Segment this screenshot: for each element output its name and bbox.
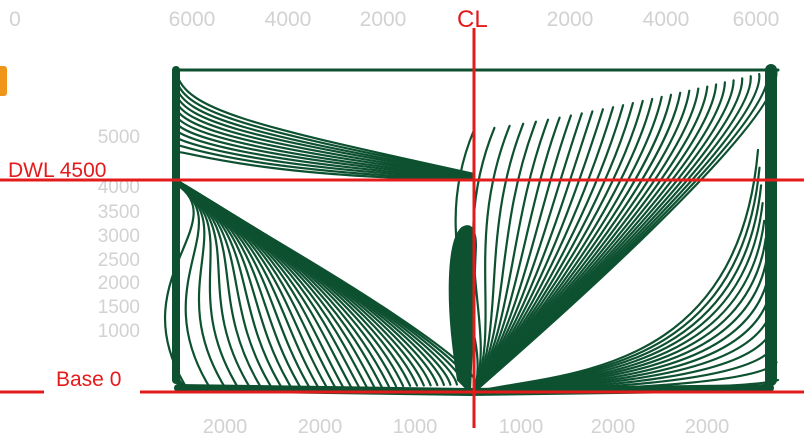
forward-bilge-curve bbox=[472, 148, 760, 394]
aft-sheer-curve bbox=[174, 114, 476, 179]
left-tick-5: 2000 bbox=[97, 273, 140, 294]
forward-station-curve bbox=[472, 116, 561, 394]
body-plan-diagram bbox=[0, 28, 804, 428]
hull-outline bbox=[172, 64, 780, 397]
aft-sheer-curve bbox=[174, 150, 476, 182]
aft-sheer-curve bbox=[174, 92, 476, 177]
aft-sheer-curve bbox=[174, 85, 476, 177]
aft-station-curves bbox=[164, 70, 478, 392]
aft-station-curve bbox=[174, 181, 241, 391]
forward-station-curve bbox=[472, 112, 583, 394]
top-tick-4: 2000 bbox=[546, 8, 594, 31]
left-tick-3: 3000 bbox=[97, 226, 140, 247]
orange-accent-mark bbox=[0, 66, 7, 96]
top-tick-5: 4000 bbox=[642, 8, 690, 31]
forward-station-curve bbox=[472, 110, 594, 394]
top-tick-6: 6000 bbox=[732, 8, 780, 31]
skeg-shape bbox=[448, 225, 478, 395]
aft-station-curve bbox=[174, 182, 213, 391]
forward-station-curves bbox=[454, 68, 780, 394]
baseline-label: Base 0 bbox=[56, 368, 122, 391]
forward-station-curve bbox=[472, 122, 525, 394]
aft-sheer-curve bbox=[174, 121, 476, 179]
aft-sheer-curve bbox=[174, 107, 476, 178]
centerline-label: CL bbox=[457, 6, 488, 33]
forward-station-curve bbox=[472, 124, 511, 394]
left-tick-7: 1000 bbox=[97, 321, 140, 342]
aft-sheer-curve bbox=[174, 78, 476, 176]
top-tick-1: 6000 bbox=[168, 8, 216, 31]
forward-station-curve bbox=[472, 114, 572, 394]
aft-sheer-curve bbox=[174, 129, 476, 180]
left-tick-1: 4000 bbox=[97, 177, 140, 198]
top-tick-0: 0 bbox=[9, 8, 21, 31]
aft-sheer-curve bbox=[174, 143, 476, 181]
left-tick-2: 3500 bbox=[97, 202, 140, 223]
aft-sheer-curve bbox=[174, 100, 476, 178]
top-tick-3: 2000 bbox=[359, 8, 407, 31]
waterline-label: DWL 4500 bbox=[8, 159, 107, 182]
left-tick-4: 2500 bbox=[97, 250, 140, 271]
aft-sheer-curve bbox=[174, 136, 476, 180]
top-tick-2: 4000 bbox=[264, 8, 312, 31]
reference-lines bbox=[0, 28, 804, 428]
forward-station-curve bbox=[472, 120, 537, 394]
aft-station-curve bbox=[174, 182, 228, 391]
left-tick-0: 5000 bbox=[97, 127, 140, 148]
forward-station-curve bbox=[472, 118, 550, 394]
aft-sheer-curve bbox=[174, 70, 476, 176]
left-tick-6: 1500 bbox=[97, 297, 140, 318]
